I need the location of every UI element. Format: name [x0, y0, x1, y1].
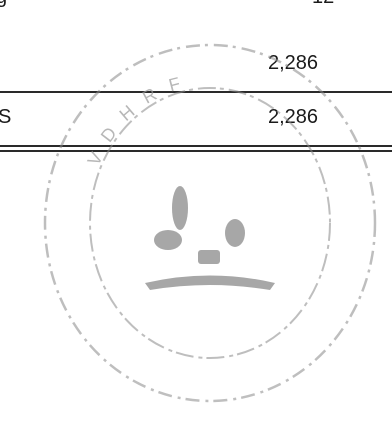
double-rule-bottom [0, 150, 392, 152]
row-2-total-value: 2,286 [268, 106, 319, 128]
row-1-value: 2,286 [268, 52, 319, 74]
single-rule-divider [0, 91, 392, 93]
official-seal-icon: VDHRF [43, 43, 377, 403]
seal-top-text: VDHRF [84, 70, 196, 169]
row-2-label: S [0, 106, 12, 128]
cropped-text-fragment-left: g [0, 0, 7, 9]
cropped-text-fragment-right: 12 [312, 0, 334, 9]
double-rule-top [0, 145, 392, 147]
